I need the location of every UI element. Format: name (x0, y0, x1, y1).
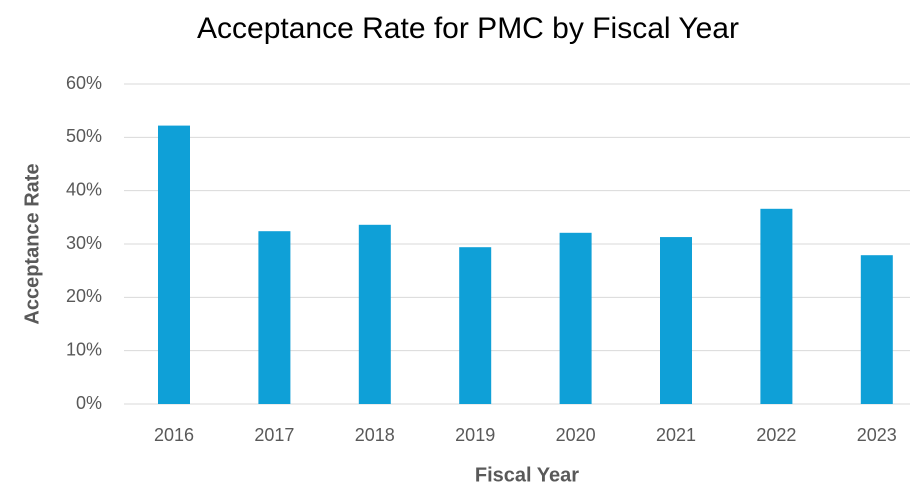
x-axis-title: Fiscal Year (475, 464, 579, 486)
x-tick-label: 2018 (355, 425, 395, 445)
y-tick-label: 50% (66, 126, 102, 146)
x-tick-label: 2020 (556, 425, 596, 445)
y-tick-label: 20% (66, 286, 102, 306)
x-tick-label: 2023 (857, 425, 897, 445)
bar (760, 208, 793, 404)
y-tick-label: 60% (66, 73, 102, 93)
y-tick-label: 30% (66, 233, 102, 253)
bar (559, 232, 592, 404)
bar (358, 224, 391, 404)
y-tick-label: 10% (66, 339, 102, 359)
x-tick-label: 2019 (455, 425, 495, 445)
y-tick-label: 0% (76, 393, 102, 413)
y-axis-title: Acceptance Rate (21, 163, 43, 324)
x-tick-label: 2022 (756, 425, 796, 445)
chart-title: Acceptance Rate for PMC by Fiscal Year (197, 12, 739, 45)
y-tick-label: 40% (66, 179, 102, 199)
bar (459, 247, 492, 404)
x-tick-label: 2017 (254, 425, 294, 445)
x-tick-label: 2016 (154, 425, 194, 445)
bar (258, 231, 291, 404)
bar (860, 255, 893, 404)
x-tick-label: 2021 (656, 425, 696, 445)
bar (158, 125, 190, 404)
bar (660, 237, 692, 404)
